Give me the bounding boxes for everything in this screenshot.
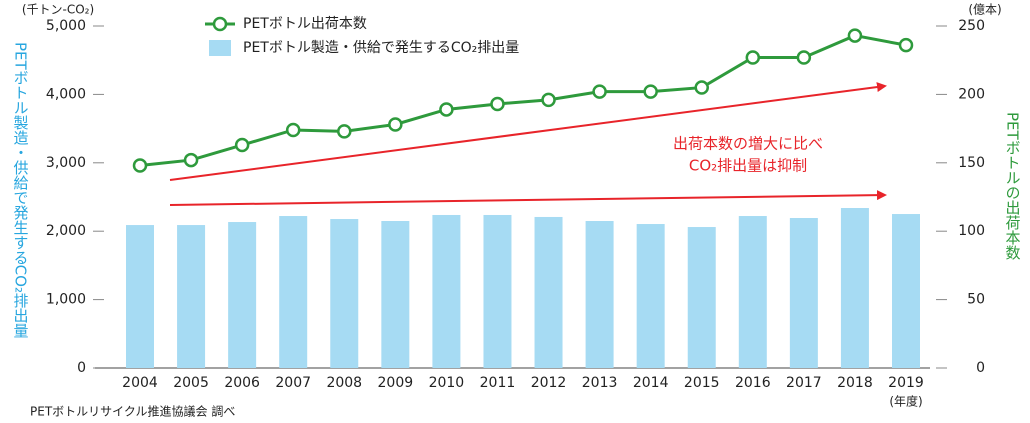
bar [228,222,257,368]
y-axis-title: PETボトル製造・供給で発生するCO₂排出量 [12,42,30,338]
y-tick-label: 2,000 [46,223,86,239]
x-tick-label: 2013 [582,375,618,391]
x-tick-label: 2019 [888,375,924,391]
x-tick-label: 2008 [326,375,362,391]
y-tick-label: 4,000 [46,86,86,102]
line-marker [745,50,761,65]
bar [432,214,461,368]
bar [177,225,206,368]
annotation: 出荷本数の増大に比べ [673,135,823,153]
x-tick-label: 2016 [735,375,771,391]
y2-tick-label: 250 [958,18,985,34]
x-tick-label: 2015 [684,375,720,391]
line-marker [183,152,199,168]
x-tick-label: 2018 [837,375,873,391]
line-marker [592,84,607,99]
line-marker [337,124,352,139]
bar [330,219,359,368]
line-marker [234,137,250,153]
line-marker [847,28,863,43]
line-marker [643,84,658,99]
bar [483,214,512,368]
bar [687,227,716,368]
legend-swatch [209,40,231,56]
x-tick-label: 2007 [275,375,311,391]
line-marker [490,96,505,112]
bar [126,225,154,368]
y2-tick-label: 100 [958,223,985,239]
source-note: PETボトルリサイクル推進協議会 調べ [30,404,235,419]
bar [892,214,920,368]
bar [279,216,308,368]
line-marker [285,122,301,138]
line-marker [132,158,148,173]
y-tick-label: 5,000 [46,18,86,34]
trend-arrow [169,82,887,181]
y2-tick-label: 150 [958,155,985,171]
legend-swatch [212,16,228,32]
line-marker [541,92,556,108]
x-tick-label: 2006 [224,375,260,391]
annotation: CO₂排出量は抑制 [689,157,807,175]
line-marker [439,102,454,117]
x-tick-label: 2005 [173,375,209,391]
y2-tick-label: 0 [976,360,985,376]
line-marker [898,37,914,53]
legend-label: PETボトル出荷本数 [243,16,367,32]
bar [585,221,614,368]
y2-tick-label: 200 [958,86,985,102]
line [139,34,907,168]
line-marker [796,50,812,65]
x-tick-label: 2014 [633,375,669,391]
x-tick-label: 2010 [429,375,465,391]
x-tick-label: 2017 [786,375,822,391]
x-tick-label: 2011 [480,375,516,391]
x-tick-label: 2009 [378,375,414,391]
trend-arrow [169,190,887,206]
bar [534,216,563,368]
x-tick-label: 2012 [531,375,567,391]
bar [789,217,818,368]
legend-label: PETボトル製造・供給で発生するCO₂排出量 [243,40,519,56]
y-tick-label: 0 [77,360,86,376]
y2-tick-label: 50 [967,292,985,308]
y2-axis-title: PETボトルの出荷本数 [1004,112,1022,260]
bar [381,221,410,368]
line-marker [388,117,403,132]
y-tick-label: 1,000 [46,292,86,308]
line-marker [694,80,709,95]
bar [636,224,665,368]
bar [738,216,767,368]
x-tick-label: 2004 [122,375,158,391]
y-unit: (千トン-CO₂) [22,3,94,17]
x-unit: (年度) [889,394,922,409]
y-tick-label: 3,000 [46,155,86,171]
y2-unit: (億本) [968,3,1001,17]
bar [840,208,869,368]
